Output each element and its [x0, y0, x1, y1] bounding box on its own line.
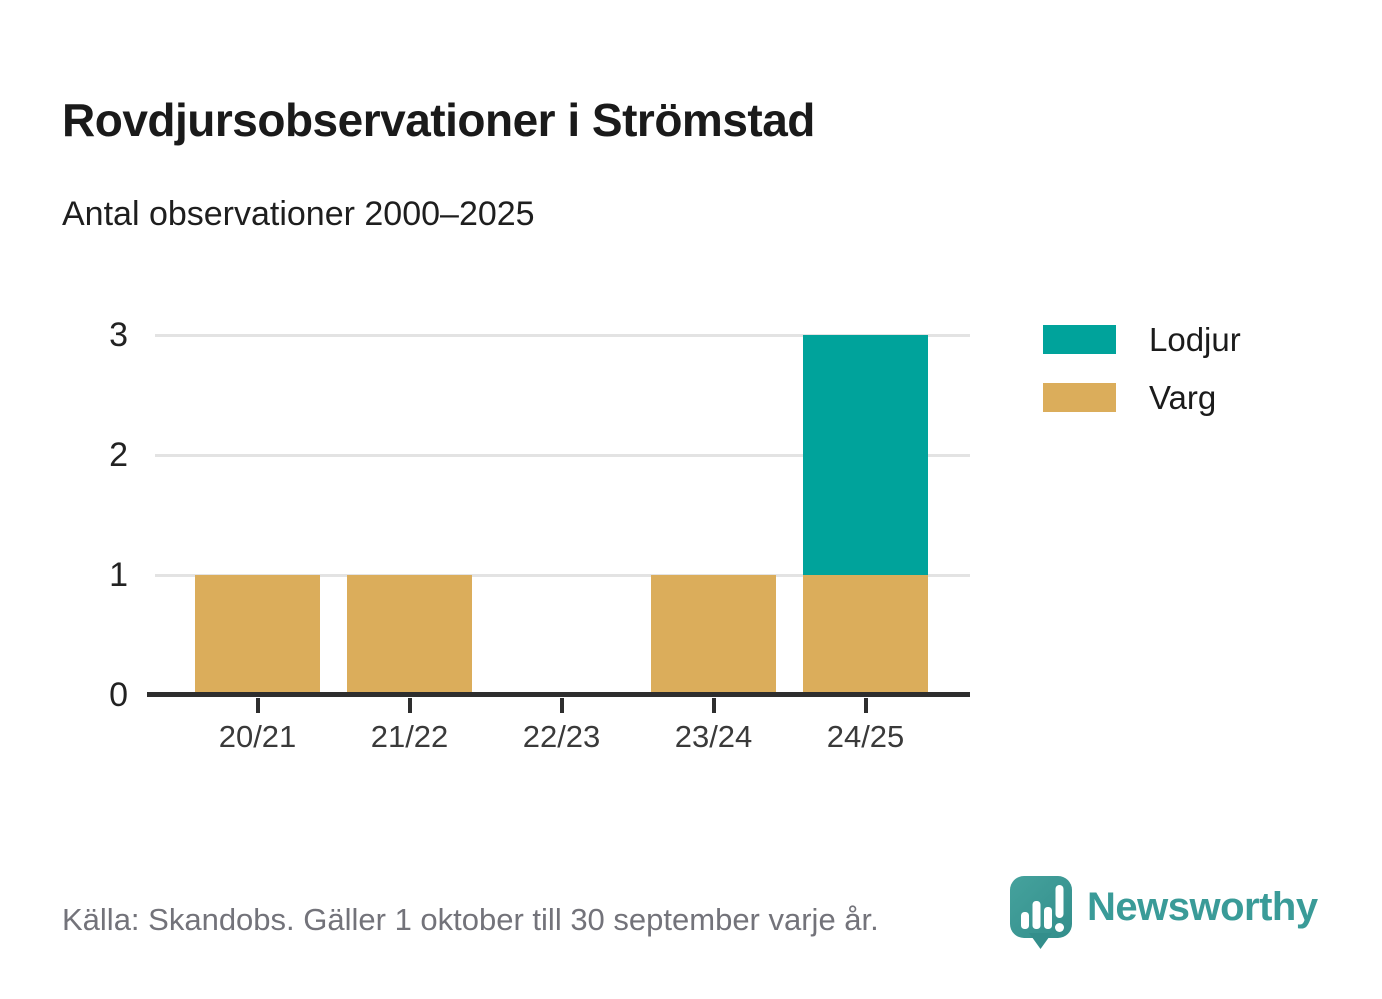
- gridline-2: [155, 454, 970, 457]
- legend-swatch-lodjur: [1043, 325, 1116, 354]
- legend-label-lodjur: Lodjur: [1149, 321, 1241, 358]
- newsworthy-wordmark: Newsworthy: [1087, 885, 1318, 929]
- x-axis-label-21-22: 21/22: [370, 719, 449, 754]
- legend-item-varg: Varg: [1043, 381, 1241, 414]
- x-axis-label-23-24: 23/24: [674, 719, 753, 754]
- x-axis-tick-24-25: [863, 698, 868, 713]
- legend-item-lodjur: Lodjur: [1043, 323, 1241, 356]
- x-axis-tick-20-21: [255, 698, 260, 713]
- bar-segment-varg-21-22: [347, 575, 472, 695]
- y-axis-label-2: 2: [109, 436, 128, 474]
- newsworthy-logo: Newsworthy: [1010, 876, 1318, 950]
- plot-area: 0 1 2 3 20/21 21/22 22/23 23/24 24/25: [109, 318, 970, 752]
- x-axis-tick-23-24: [711, 698, 716, 713]
- bar-segment-varg-23-24: [651, 575, 776, 695]
- x-axis-line: [147, 692, 970, 697]
- page-title: Rovdjursobservationer i Strömstad: [62, 93, 815, 146]
- bar-segment-lodjur-24-25: [803, 335, 928, 575]
- y-axis-label-0: 0: [109, 676, 128, 714]
- bar-segment-varg-24-25: [803, 575, 928, 695]
- legend-swatch-varg: [1043, 383, 1116, 412]
- y-axis-label-1: 1: [109, 556, 128, 594]
- x-axis-tick-21-22: [407, 698, 412, 713]
- x-axis-label-22-23: 22/23: [522, 719, 601, 754]
- bar-segment-varg-20-21: [195, 575, 320, 695]
- x-axis-label-24-25: 24/25: [826, 719, 905, 754]
- gridline-1: [155, 574, 970, 577]
- page-subtitle: Antal observationer 2000–2025: [62, 195, 535, 233]
- legend: Lodjur Varg: [1043, 323, 1241, 439]
- gridline-3: [155, 334, 970, 337]
- legend-label-varg: Varg: [1149, 379, 1217, 416]
- source-note: Källa: Skandobs. Gäller 1 oktober till 3…: [62, 902, 879, 937]
- y-axis-label-3: 3: [109, 316, 128, 354]
- x-axis-tick-22-23: [559, 698, 564, 713]
- x-axis-label-20-21: 20/21: [218, 719, 297, 754]
- newsworthy-bubble-chart-icon: [1010, 876, 1072, 949]
